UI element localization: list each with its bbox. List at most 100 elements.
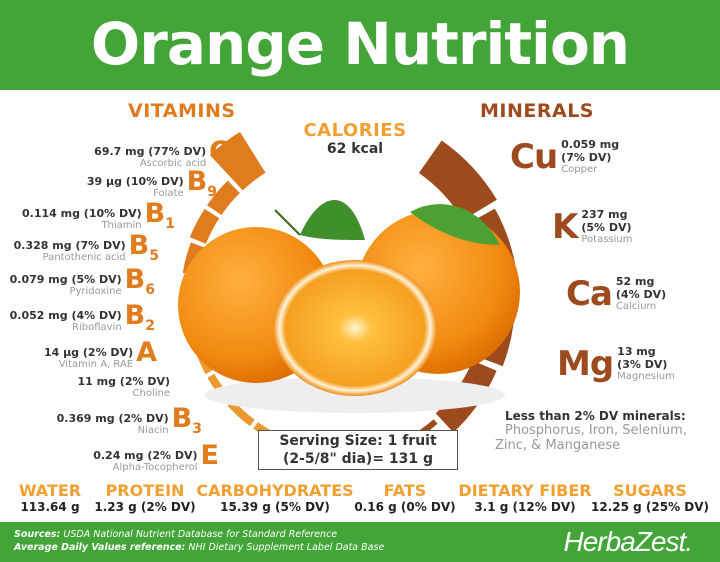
macro-dietary-fiber: DIETARY FIBER 3.1 g (12% DV) [445, 481, 605, 514]
minor-minerals: Less than 2% DV minerals: Phosphorus, Ir… [495, 409, 720, 454]
mineral-dv: (3% DV) [617, 358, 668, 371]
vitamin-amount: 0.328 mg (7% DV) [13, 238, 126, 252]
sources-line: Sources: USDA National Nutrient Database… [14, 529, 337, 540]
serving-line2: (2-5/8" dia)= 131 g [282, 451, 434, 467]
vitamin-amount: 14 µg (2% DV) [43, 345, 134, 359]
brand-logo: HerbaZest. [563, 526, 693, 557]
vitamin-name: Folate [153, 187, 184, 199]
mineral-row: K 237 mg (5% DV) Potassium [552, 208, 632, 246]
footer [0, 522, 720, 562]
mineral-name: Copper [561, 164, 598, 175]
vitamin-amount: 0.369 mg (2% DV) [56, 411, 169, 425]
vitamin-row: 0.052 mg (4% DV) Riboflavin B2 [10, 302, 155, 340]
macro-carbohydrates: CARBOHYDRATES 15.39 g (5% DV) [195, 481, 355, 514]
page-title: Orange Nutrition [90, 10, 630, 78]
vitamin-amount: 0.114 mg (10% DV) [22, 206, 142, 220]
vitamin-row: 0.114 mg (10% DV) Thiamin B1 [22, 200, 175, 238]
vitamin-letter: C [209, 136, 229, 167]
mineral-dv: (5% DV) [581, 221, 632, 234]
vitamin-name: Thiamin [101, 219, 142, 231]
macro-value: 1.23 g (2% DV) [94, 500, 196, 514]
mineral-amount: 0.059 mg [561, 138, 620, 151]
vitamin-amount: 0.24 mg (2% DV) [93, 448, 198, 462]
mineral-row: Ca 52 mg (4% DV) Calcium [566, 275, 666, 313]
leaf [410, 204, 500, 245]
vitamin-letter: B1 [144, 198, 175, 233]
macro-value: 12.25 g (25% DV) [590, 500, 710, 514]
vitamin-row: 0.328 mg (7% DV) Pantothenic acid B5 [14, 232, 159, 270]
mineral-row: Cu 0.059 mg (7% DV) Copper [510, 138, 619, 176]
macro-label: PROTEIN [105, 481, 185, 500]
minor-minerals-heading: Less than 2% DV minerals: [505, 409, 686, 423]
vitamin-name: Alpha-Tocopherol [112, 461, 198, 473]
mineral-name: Magnesium [617, 371, 675, 382]
leaf [300, 200, 365, 240]
sources-text: USDA National Nutrient Database for Stan… [63, 529, 338, 540]
vitamin-letter: B5 [128, 230, 159, 265]
dv-label: Average Daily Values reference: [14, 542, 186, 553]
vitamin-name: Niacin [137, 424, 169, 436]
vitamin-letter: E [200, 440, 219, 471]
serving-line1: Serving Size: 1 fruit [279, 433, 437, 449]
macro-value: 15.39 g (5% DV) [220, 500, 330, 514]
vitamins-heading: VITAMINS [128, 100, 236, 122]
vitamin-amount: 11 mg (2% DV) [77, 375, 170, 388]
macro-label: FATS [383, 481, 427, 500]
mineral-amount: 13 mg [617, 345, 656, 358]
vitamin-name: Riboflavin [72, 321, 122, 333]
mineral-bar-0 [418, 140, 497, 221]
vitamin-amount: 69.7 mg (77% DV) [94, 144, 207, 158]
calories-label: CALORIES [303, 120, 407, 141]
stem [274, 209, 301, 236]
vitamin-letter: B3 [171, 403, 202, 438]
macro-value: 0.16 g (0% DV) [354, 500, 456, 514]
sources-label: Sources: [14, 529, 61, 540]
title-banner [0, 0, 720, 90]
vitamin-bar-0 [209, 131, 266, 191]
macro-water: WATER 113.64 g [0, 481, 130, 514]
macro-value: 3.1 g (12% DV) [474, 500, 576, 514]
mineral-symbol: Mg [557, 344, 614, 384]
vitamin-row: 0.079 mg (5% DV) Pyridoxine B6 [10, 266, 155, 304]
mineral-symbol: Cu [510, 137, 558, 177]
vitamin-name: Pyridoxine [69, 285, 122, 297]
macro-fats: FATS 0.16 g (0% DV) [325, 481, 485, 514]
mineral-row: Mg 13 mg (3% DV) Magnesium [557, 345, 675, 383]
serving-size-box: Serving Size: 1 fruit (2-5/8" dia)= 131 … [258, 430, 458, 470]
macro-label: CARBOHYDRATES [196, 481, 354, 500]
vitamin-row: 0.24 mg (2% DV) Alpha-Tocopherol E [93, 442, 219, 480]
dv-reference-line: Average Daily Values reference: NHI Diet… [14, 542, 384, 553]
vitamin-row: 11 mg (2% DV) Choline [77, 375, 170, 400]
vitamin-row: 0.369 mg (2% DV) Niacin B3 [57, 405, 202, 443]
mineral-dv: (7% DV) [561, 151, 612, 164]
mineral-symbol: K [552, 207, 578, 247]
vitamin-amount: 0.052 mg (4% DV) [9, 308, 122, 322]
macro-value: 113.64 g [20, 500, 80, 514]
vitamin-row: 14 µg (2% DV) Vitamin A, RAE A [44, 339, 157, 377]
vitamin-amount: 0.079 mg (5% DV) [9, 272, 122, 286]
vitamin-letter: B2 [124, 300, 155, 335]
vitamin-name: Vitamin A, RAE [58, 358, 134, 370]
macro-protein: PROTEIN 1.23 g (2% DV) [65, 481, 225, 514]
vitamin-bar-1 [207, 180, 240, 216]
vitamin-name: Ascorbic acid [139, 157, 207, 169]
vitamin-bar-8 [227, 400, 255, 427]
mineral-amount: 237 mg [581, 208, 628, 221]
macro-label: WATER [18, 481, 82, 500]
mineral-symbol: Ca [566, 274, 613, 314]
vitamin-row: 39 µg (10% DV) Folate B9 [87, 168, 217, 206]
minor-minerals-line1: Phosphorus, Iron, Selenium, [505, 423, 687, 438]
vitamin-row: 69.7 mg (77% DV) Ascorbic acid C [94, 138, 229, 176]
vitamin-amount: 39 µg (10% DV) [86, 174, 184, 188]
orange-half [273, 260, 437, 396]
vitamin-name: Pantothenic acid [42, 251, 126, 263]
macro-label: SUGARS [613, 481, 687, 500]
mineral-amount: 52 mg [615, 275, 655, 288]
mineral-name: Calcium [615, 301, 657, 312]
macro-sugars: SUGARS 12.25 g (25% DV) [570, 481, 720, 514]
mineral-dv: (4% DV) [615, 288, 667, 301]
macro-label: DIETARY FIBER [458, 481, 592, 500]
vitamin-letter: B9 [186, 166, 217, 201]
dv-reference-text: NHI Dietary Supplement Label Data Base [188, 542, 385, 553]
